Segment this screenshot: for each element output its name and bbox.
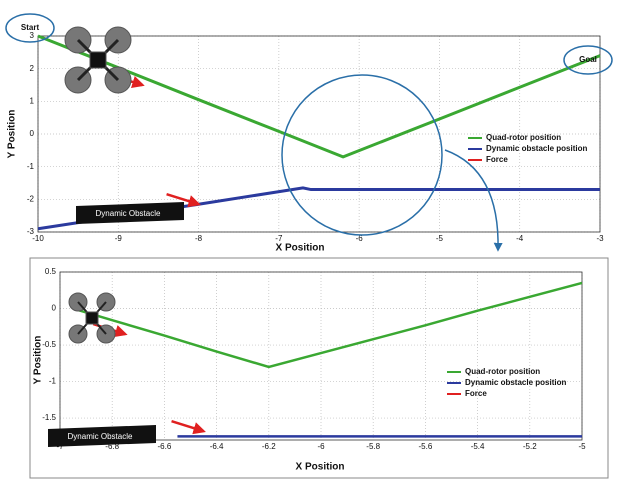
x-tick-label: -5.6 <box>419 442 433 451</box>
zoom-circle <box>282 75 442 235</box>
y-axis-label: Y Position <box>33 336 44 385</box>
y-tick-label: -0.5 <box>42 340 56 349</box>
y-tick-label: -1.5 <box>42 413 56 422</box>
y-tick-label: 2 <box>30 64 35 73</box>
y-tick-label: -3 <box>27 227 35 236</box>
x-tick-label: -5.4 <box>471 442 485 451</box>
x-tick-label: -5 <box>436 234 444 243</box>
legend-label: Force <box>465 389 487 398</box>
y-tick-label: -1 <box>49 377 57 386</box>
x-tick-label: -8 <box>195 234 203 243</box>
annotation: Start <box>21 23 40 32</box>
x-tick-label: -5.8 <box>366 442 380 451</box>
x-tick-label: -4 <box>516 234 524 243</box>
y-tick-label: 0.5 <box>45 267 57 276</box>
annotation: Dynamic Obstacle <box>96 209 161 218</box>
y-tick-label: 1 <box>30 96 35 105</box>
x-tick-label: -5.2 <box>523 442 537 451</box>
y-tick-label: 0 <box>52 304 57 313</box>
x-tick-label: -6.6 <box>158 442 172 451</box>
y-tick-label: 3 <box>30 31 35 40</box>
zoom-arrow <box>445 150 498 250</box>
x-axis-label: X Position <box>276 243 325 254</box>
y-tick-label: -1 <box>27 162 35 171</box>
legend-label: Dynamic obstacle position <box>465 378 566 387</box>
x-tick-label: -3 <box>596 234 604 243</box>
legend-label: Dynamic obstacle position <box>486 144 587 153</box>
x-tick-label: -6 <box>317 442 325 451</box>
x-axis-label: X Position <box>296 462 345 473</box>
figure: -10-9-8-7-6-5-4-3-3-2-10123X PositionY P… <box>0 0 623 481</box>
page: {"chart_data": [ {"type": "line", "xlabe… <box>0 0 623 481</box>
y-tick-label: -2 <box>27 194 35 203</box>
annotation: Dynamic Obstacle <box>68 432 133 441</box>
force-arrow <box>172 421 204 431</box>
x-tick-label: -9 <box>115 234 123 243</box>
x-tick-label: -10 <box>32 234 44 243</box>
x-tick-label: -6.2 <box>262 442 276 451</box>
series-line <box>73 283 582 367</box>
annotation: Goal <box>579 55 597 64</box>
x-tick-label: -6.4 <box>210 442 224 451</box>
legend-label: Quad-rotor position <box>486 133 561 142</box>
y-tick-label: 0 <box>30 129 35 138</box>
quadrotor-icon <box>65 27 131 93</box>
legend-label: Quad-rotor position <box>465 367 540 376</box>
x-tick-label: -5 <box>578 442 586 451</box>
y-axis-label: Y Position <box>7 110 18 159</box>
legend-label: Force <box>486 155 508 164</box>
